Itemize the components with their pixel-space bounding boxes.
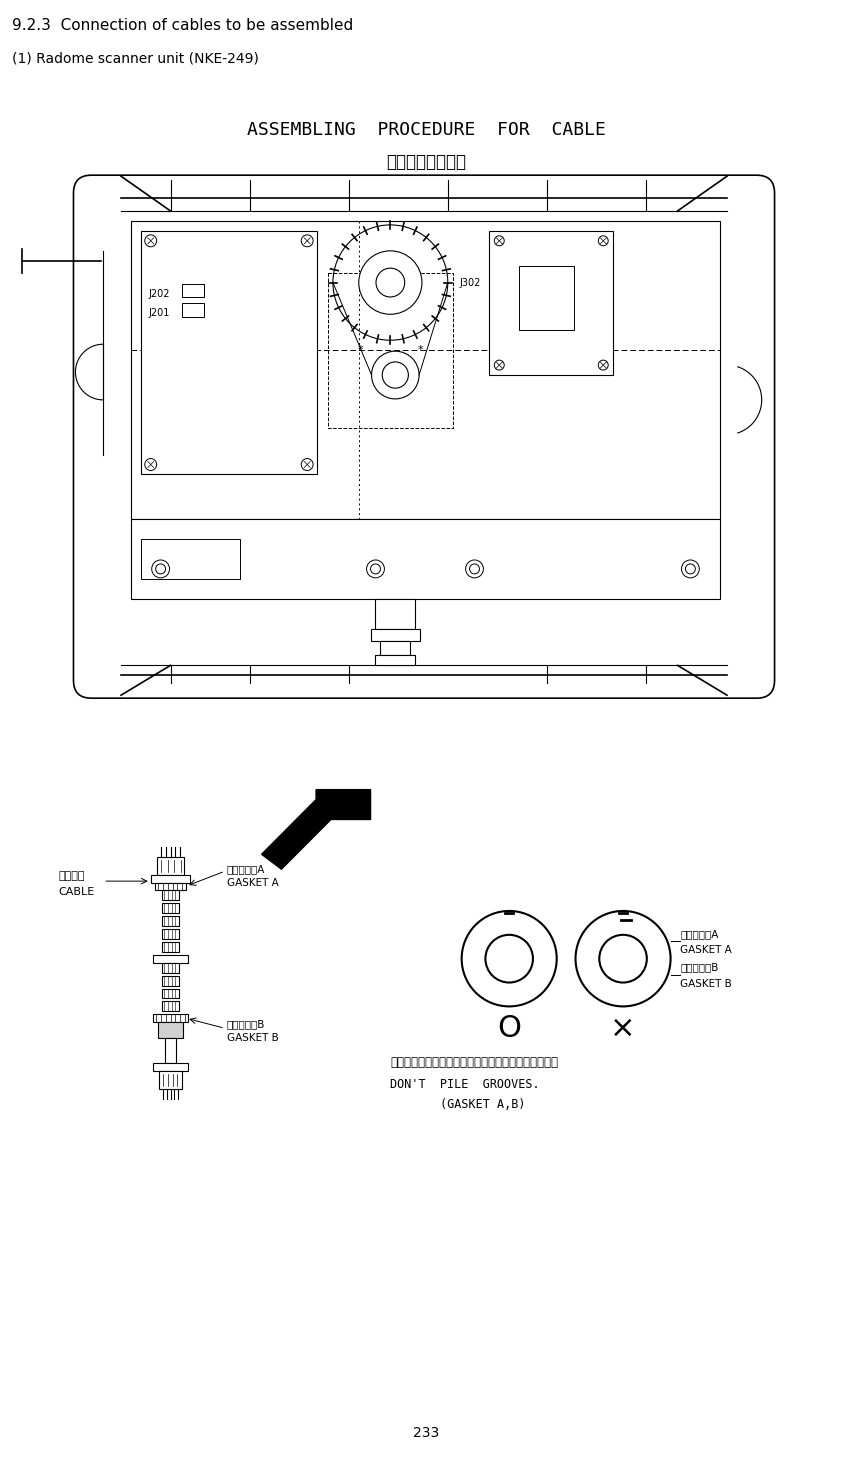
Bar bbox=[141, 539, 240, 578]
Text: GASKET B: GASKET B bbox=[227, 1033, 279, 1043]
Text: GASKET A: GASKET A bbox=[681, 944, 732, 954]
Circle shape bbox=[462, 911, 556, 1007]
Bar bbox=[162, 890, 180, 900]
Bar bbox=[182, 303, 204, 318]
Text: ケーブル装備要領: ケーブル装備要領 bbox=[386, 153, 466, 172]
Text: GASKET B: GASKET B bbox=[681, 979, 732, 988]
Bar bbox=[131, 519, 720, 599]
Bar bbox=[162, 941, 180, 951]
Text: ガスケットの切り込みが重ならないようにすること。: ガスケットの切り込みが重ならないようにすること。 bbox=[390, 1056, 558, 1069]
Circle shape bbox=[494, 360, 504, 370]
Circle shape bbox=[486, 935, 533, 982]
Bar bbox=[153, 954, 188, 963]
Bar bbox=[158, 1023, 183, 1039]
Circle shape bbox=[376, 268, 405, 297]
Circle shape bbox=[152, 559, 170, 578]
Circle shape bbox=[156, 564, 165, 574]
Text: J302: J302 bbox=[460, 278, 481, 287]
Text: ガスケットB: ガスケットB bbox=[227, 1020, 265, 1029]
Text: 9.2.3  Connection of cables to be assembled: 9.2.3 Connection of cables to be assembl… bbox=[12, 17, 354, 34]
Bar bbox=[162, 988, 180, 998]
Text: O: O bbox=[498, 1014, 521, 1043]
Circle shape bbox=[575, 911, 671, 1007]
Circle shape bbox=[145, 235, 157, 246]
Text: CABLE: CABLE bbox=[59, 887, 95, 898]
Text: *: * bbox=[417, 345, 423, 356]
Text: ×: × bbox=[610, 1014, 636, 1043]
Text: *: * bbox=[358, 345, 364, 356]
Circle shape bbox=[682, 559, 699, 578]
Text: GASKET A: GASKET A bbox=[227, 879, 279, 889]
Bar bbox=[381, 641, 410, 656]
Bar bbox=[162, 963, 180, 973]
Bar bbox=[157, 857, 184, 876]
Text: ガスケットB: ガスケットB bbox=[681, 963, 719, 973]
Text: J201: J201 bbox=[149, 309, 170, 319]
Text: DON'T  PILE  GROOVES.: DON'T PILE GROOVES. bbox=[390, 1078, 540, 1091]
Text: (1) Radome scanner unit (NKE-249): (1) Radome scanner unit (NKE-249) bbox=[12, 52, 259, 66]
Bar bbox=[162, 976, 180, 985]
Bar bbox=[489, 230, 613, 374]
Bar bbox=[162, 903, 180, 914]
Bar bbox=[153, 1064, 188, 1071]
Circle shape bbox=[598, 360, 608, 370]
Text: ガスケットA: ガスケットA bbox=[681, 930, 719, 938]
Circle shape bbox=[366, 559, 384, 578]
Circle shape bbox=[359, 251, 422, 315]
Text: J202: J202 bbox=[149, 288, 170, 299]
Text: ケーブル: ケーブル bbox=[59, 871, 85, 881]
Circle shape bbox=[465, 559, 483, 578]
Bar bbox=[162, 930, 180, 938]
Circle shape bbox=[686, 564, 695, 574]
Bar bbox=[151, 876, 190, 883]
Polygon shape bbox=[262, 790, 371, 870]
Bar bbox=[371, 628, 420, 641]
Circle shape bbox=[494, 236, 504, 246]
Circle shape bbox=[371, 564, 381, 574]
Bar bbox=[164, 1039, 176, 1064]
Text: ASSEMBLING  PROCEDURE  FOR  CABLE: ASSEMBLING PROCEDURE FOR CABLE bbox=[246, 121, 606, 140]
Text: 233: 233 bbox=[413, 1426, 439, 1440]
Bar bbox=[158, 1071, 182, 1088]
Circle shape bbox=[333, 224, 448, 341]
Circle shape bbox=[383, 361, 408, 388]
Circle shape bbox=[599, 935, 647, 982]
Circle shape bbox=[371, 351, 419, 399]
Bar bbox=[131, 221, 720, 519]
Text: ガスケットA: ガスケットA bbox=[227, 864, 265, 874]
Circle shape bbox=[598, 236, 608, 246]
Bar bbox=[162, 1001, 180, 1011]
Bar bbox=[153, 1014, 188, 1023]
Bar bbox=[376, 599, 415, 628]
Bar bbox=[141, 230, 317, 475]
Bar bbox=[162, 916, 180, 925]
Circle shape bbox=[302, 235, 314, 246]
Circle shape bbox=[469, 564, 480, 574]
Circle shape bbox=[302, 459, 314, 471]
Circle shape bbox=[145, 459, 157, 471]
Bar bbox=[155, 883, 187, 890]
Text: (GASKET A,B): (GASKET A,B) bbox=[440, 1099, 526, 1110]
Bar bbox=[519, 265, 573, 331]
Bar bbox=[182, 284, 204, 297]
Bar bbox=[328, 272, 452, 428]
Bar bbox=[376, 656, 415, 666]
FancyBboxPatch shape bbox=[73, 175, 774, 698]
